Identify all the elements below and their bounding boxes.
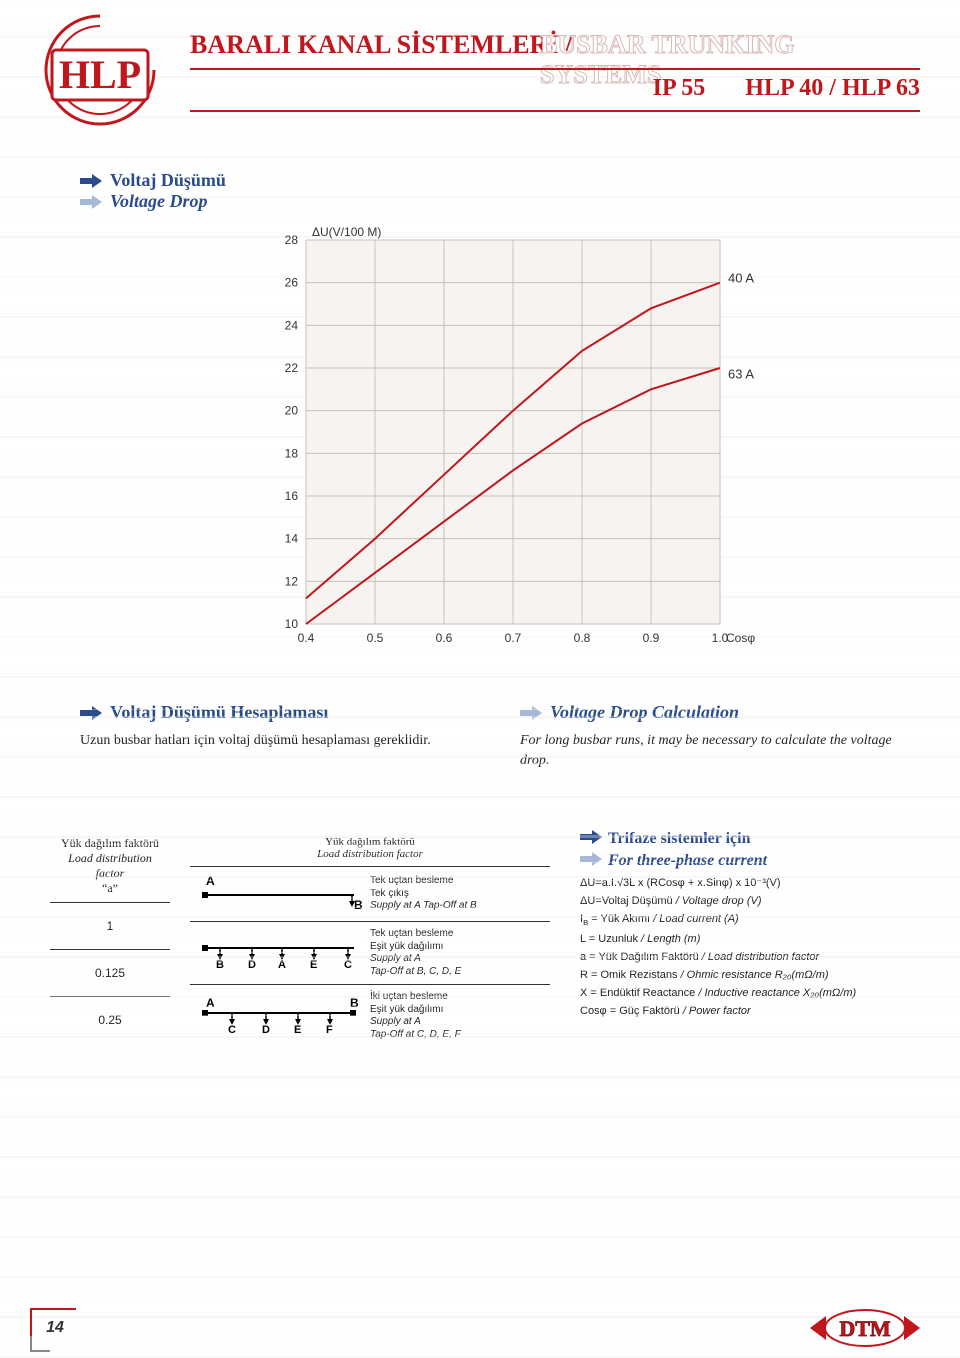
ip-rating: IP 55 (653, 75, 706, 102)
calc-heading-tr: Voltaj Düşümü Hesaplaması (80, 702, 460, 723)
svg-text:0.4: 0.4 (298, 631, 315, 645)
formula-heading-tr: Trifaze sistemler için (580, 830, 920, 848)
calc-col-tr: Voltaj Düşümü Hesaplaması Uzun busbar ha… (80, 702, 460, 770)
calc-body-tr: Uzun busbar hatları için voltaj düşümü h… (80, 731, 460, 751)
header-rule-bottom (190, 110, 920, 112)
diagram-row: B D A E C Tek uçtan besleme Eşit yük dağılım… (190, 921, 550, 984)
diagram-hdr: Yük dağılım faktörü Load distribution fa… (190, 830, 550, 866)
formula-line: a = Yük Dağılım Faktörü / Load distribut… (580, 951, 920, 963)
svg-text:0.5: 0.5 (367, 631, 384, 645)
svg-text:C: C (228, 1024, 236, 1036)
formula-main: ΔU=a.I.√3L x (RCosφ + x.Sinφ) x 10⁻³(V) (580, 876, 920, 889)
voltage-drop-section: Voltaj Düşümü Voltage Drop 10 12 14 16 18 20 2… (0, 130, 960, 672)
formula-definitions: ΔU=Voltaj Düşümü / Voltage drop (V) IB = … (580, 895, 920, 1017)
voltage-drop-heading-tr: Voltaj Düşümü (80, 170, 900, 191)
svg-text:0.7: 0.7 (505, 631, 522, 645)
svg-text:F: F (326, 1024, 333, 1036)
bottom-row: Yük dağılım faktörü Load distribution fa… (0, 790, 960, 1067)
diagram-3: A B C D E F (194, 995, 364, 1037)
svg-text:0.6: 0.6 (436, 631, 453, 645)
calculation-text-row: Voltaj Düşümü Hesaplaması Uzun busbar ha… (0, 672, 960, 790)
svg-text:10: 10 (285, 617, 299, 631)
svg-text:A: A (278, 959, 286, 971)
formula-line: L = Uzunluk / Length (m) (580, 933, 920, 945)
diagram-3-text: İki uçtan besleme Eşit yük dağılımı Supp… (364, 991, 461, 1041)
logo-text: HLP (59, 52, 141, 97)
factor-row: 0.125 (50, 949, 170, 996)
voltage-drop-heading-en: Voltage Drop (80, 191, 900, 212)
diagram-row: A B C D E F İki uçtan besleme Eşit yük dağı… (190, 984, 550, 1047)
svg-text:0.9: 0.9 (643, 631, 660, 645)
diagram-row: A B Tek uçtan besleme Tek çıkış Supply a… (190, 866, 550, 921)
svg-text:D: D (248, 959, 256, 971)
svg-text:12: 12 (285, 574, 299, 588)
factor-row: 0.25 (50, 996, 170, 1043)
arrow-icon (580, 852, 602, 866)
svg-text:28: 28 (285, 233, 299, 247)
svg-text:A: A (206, 874, 215, 888)
title-tr: BARALI KANAL SİSTEMLERİ (190, 30, 558, 59)
factor-table: Yük dağılım faktörü Load distribution fa… (50, 830, 170, 1047)
hlp-logo: HLP (30, 10, 170, 130)
formula-line: R = Omik Rezistans / Ohmic resistance R₂… (580, 969, 920, 981)
formula-line: ΔU=Voltaj Düşümü / Voltage drop (V) (580, 895, 920, 907)
svg-text:D: D (262, 1024, 270, 1036)
svg-text:DTM: DTM (839, 1316, 891, 1341)
header-sub-row: IP 55 HLP 40 / HLP 63 (190, 75, 920, 102)
calc-heading-en: Voltage Drop Calculation (520, 702, 900, 723)
arrow-icon (580, 830, 602, 844)
svg-text:18: 18 (285, 446, 299, 460)
page-header: HLP BARALI KANAL SİSTEMLERİ / BUSBAR TRU… (0, 0, 960, 130)
diagram-table: Yük dağılım faktörü Load distribution fa… (190, 830, 550, 1047)
svg-text:20: 20 (285, 404, 299, 418)
svg-text:26: 26 (285, 276, 299, 290)
svg-text:E: E (294, 1024, 301, 1036)
svg-text:B: B (350, 996, 359, 1010)
factor-row: 1 (50, 902, 170, 949)
svg-text:0.8: 0.8 (574, 631, 591, 645)
factor-hdr: Yük dağılım faktörü Load distribution fa… (50, 830, 170, 902)
calc-body-en: For long busbar runs, it may be necessar… (520, 731, 900, 770)
formula-line: X = Endüktif Reactance / Inductive react… (580, 987, 920, 999)
diagram-2-text: Tek uçtan besleme Eşit yük dağılımı Supp… (364, 928, 461, 978)
svg-text:14: 14 (285, 532, 299, 546)
svg-text:E: E (310, 959, 317, 971)
calc-col-en: Voltage Drop Calculation For long busbar… (520, 702, 900, 770)
diagram-1: A B (194, 873, 364, 915)
svg-text:C: C (344, 959, 352, 971)
svg-text:B: B (216, 959, 224, 971)
arrow-icon (520, 706, 542, 720)
svg-text:22: 22 (285, 361, 299, 375)
svg-text:B: B (354, 898, 363, 912)
arrow-icon (80, 706, 102, 720)
svg-text:24: 24 (285, 318, 299, 332)
voltage-drop-chart: 101214161820222426280.40.50.60.70.80.91.… (260, 222, 780, 652)
svg-text:A: A (206, 996, 215, 1010)
svg-text:63 A: 63 A (728, 367, 754, 382)
formula-column: Trifaze sistemler için For three-phase c… (570, 830, 920, 1047)
model-range: HLP 40 / HLP 63 (745, 75, 920, 102)
formula-heading-en: For three-phase current (580, 852, 920, 870)
header-rule-top (190, 68, 920, 70)
diagram-2: BDAEC (194, 932, 364, 974)
svg-text:16: 16 (285, 489, 299, 503)
formula-line: IB = Yük Akımı / Load current (A) (580, 913, 920, 927)
dtm-logo: DTM (810, 1306, 920, 1350)
diagram-1-text: Tek uçtan besleme Tek çıkış Supply at A … (364, 875, 477, 913)
page-footer: 14 DTM (0, 1298, 960, 1358)
svg-text:Cosφ: Cosφ (726, 631, 755, 645)
svg-text:40 A: 40 A (728, 271, 754, 286)
page-number: 14 (30, 1308, 80, 1348)
formula-line: Cosφ = Güç Faktörü / Power factor (580, 1005, 920, 1017)
arrow-icon (80, 174, 102, 188)
arrow-icon (80, 195, 102, 209)
svg-text:ΔU(V/100 M): ΔU(V/100 M) (312, 225, 381, 239)
